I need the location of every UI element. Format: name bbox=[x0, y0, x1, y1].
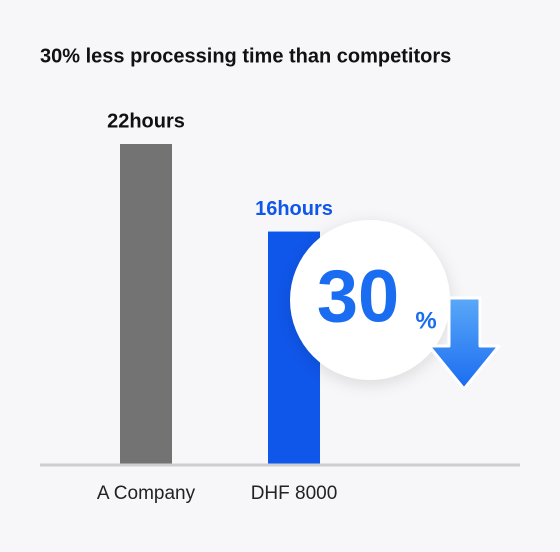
badge-circle bbox=[290, 220, 450, 380]
value-label: 16hours bbox=[255, 198, 333, 220]
down-arrow bbox=[427, 296, 501, 391]
chart-title: 30% less processing time than competitor… bbox=[40, 45, 451, 67]
x-tick-label: DHF 8000 bbox=[251, 483, 338, 504]
plot: 22hours A Company 16hours DHF 8000 bbox=[97, 110, 337, 504]
bar bbox=[120, 144, 172, 465]
x-tick-label: A Company bbox=[97, 483, 196, 504]
value-label: 22hours bbox=[107, 110, 185, 132]
badge-number: 30 bbox=[317, 255, 399, 338]
badge: 30 % bbox=[290, 220, 501, 391]
badge-unit: % bbox=[415, 307, 436, 334]
